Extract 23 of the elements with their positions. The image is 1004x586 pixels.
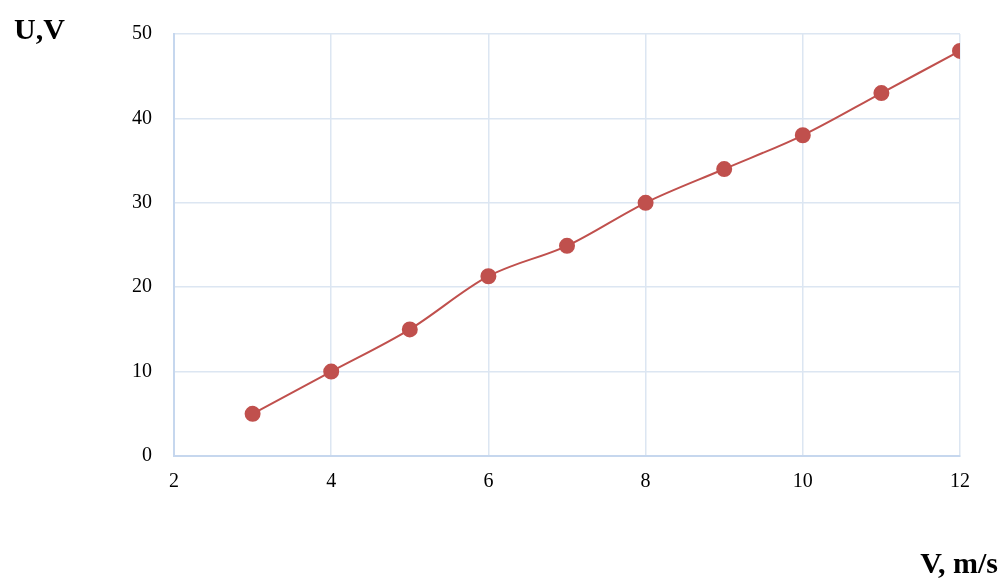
y-tick-label: 20 — [132, 274, 152, 297]
x-tick-label: 10 — [792, 469, 813, 492]
y-tick-label: 0 — [142, 443, 152, 466]
x-tick-label: 2 — [169, 469, 179, 492]
point — [401, 321, 418, 338]
point — [873, 85, 890, 102]
y-axis-title: U,V — [14, 12, 65, 46]
x-axis-title: V, m/s — [920, 546, 998, 580]
x-tick-label: 6 — [483, 469, 494, 492]
point — [480, 268, 497, 285]
x-tick-label: 8 — [640, 469, 651, 492]
point — [637, 194, 654, 211]
point — [559, 237, 575, 254]
point — [323, 363, 340, 380]
point — [794, 127, 811, 144]
x-tick-label: 4 — [326, 469, 337, 492]
y-tick-label: 10 — [132, 358, 152, 381]
point — [716, 161, 733, 178]
y-tick-label: 30 — [132, 190, 152, 213]
point — [244, 405, 261, 422]
x-tick-label: 12 — [950, 469, 970, 492]
y-tick-label: 50 — [132, 21, 152, 44]
y-tick-label: 40 — [132, 105, 152, 128]
